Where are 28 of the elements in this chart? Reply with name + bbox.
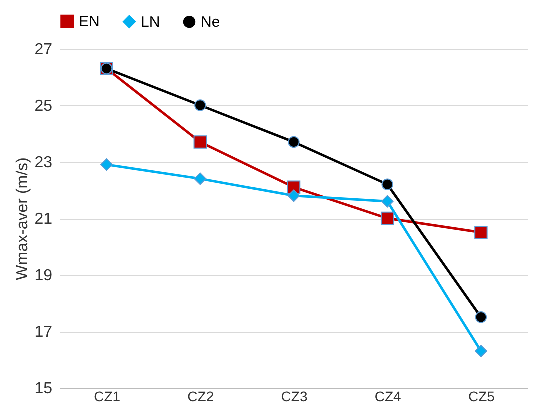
point — [194, 136, 208, 149]
y-tick-label: 17 — [34, 324, 53, 341]
y-tick-label: 25 — [34, 98, 53, 115]
legend-label: EN — [79, 14, 100, 31]
y-tick-label: 23 — [34, 154, 53, 172]
y-tick-label: 19 — [34, 268, 53, 284]
point — [474, 226, 488, 240]
point — [380, 212, 394, 226]
point — [382, 178, 394, 190]
x-tick-label: CZ4 — [374, 388, 402, 404]
point — [194, 100, 206, 112]
legend-label: LN — [141, 14, 160, 31]
point — [194, 172, 207, 186]
point — [288, 136, 300, 148]
x-tick-label: CZ3 — [281, 388, 308, 404]
x-tick-label: CZ5 — [468, 388, 496, 404]
point — [100, 158, 114, 172]
point — [475, 312, 488, 324]
legend-label: Ne — [201, 14, 220, 32]
y-tick-label: 15 — [34, 380, 53, 398]
point — [474, 345, 488, 358]
point — [288, 190, 300, 202]
x-tick-label: CZ2 — [188, 388, 214, 404]
y-axis-title: Wmax-aver (m/s) — [14, 158, 32, 280]
y-tick-label: 21 — [34, 211, 53, 228]
point — [381, 195, 394, 208]
x-tick-label: CZ1 — [94, 388, 121, 404]
y-tick-label: 27 — [34, 42, 53, 58]
